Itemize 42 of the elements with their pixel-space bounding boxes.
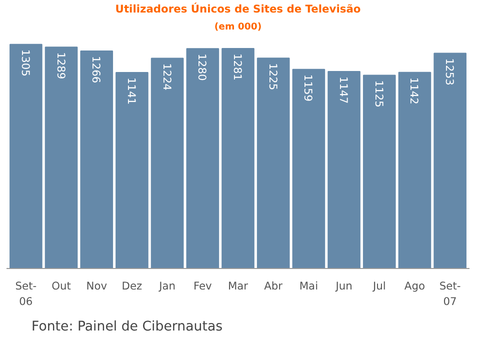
- x-tick-label: Set-07: [439, 280, 461, 308]
- x-tick-label: Dez: [122, 280, 143, 292]
- x-tick-label: Abr: [264, 280, 284, 292]
- x-tick-label: Ago: [404, 280, 426, 292]
- x-tick-label: Jan: [158, 280, 176, 292]
- x-tick-label: Out: [52, 280, 71, 292]
- data-label: 1281: [231, 53, 244, 81]
- data-label: 1224: [160, 63, 174, 91]
- bar: [398, 72, 432, 268]
- chart-subtitle: (em 000): [214, 22, 262, 32]
- bar: [256, 58, 290, 268]
- data-label: 1266: [90, 56, 103, 84]
- bar: [116, 72, 148, 268]
- x-tick-label: Set-06: [15, 280, 37, 308]
- data-label: 1305: [18, 49, 32, 76]
- bar: [150, 58, 184, 268]
- bar: [10, 44, 42, 268]
- data-label: 1141: [124, 78, 138, 105]
- data-label: 1280: [196, 54, 209, 81]
- data-label: 1159: [302, 74, 315, 102]
- chart-title: Utilizadores Únicos de Sites de Televisão: [115, 2, 361, 16]
- bar: [186, 48, 220, 268]
- bar: [80, 50, 114, 268]
- bar: [292, 68, 326, 268]
- bar: [44, 46, 78, 268]
- data-label: 1142: [408, 77, 421, 104]
- x-tick-label: Mai: [299, 280, 318, 292]
- bar: [222, 48, 254, 268]
- x-tick-label: Jun: [334, 280, 352, 292]
- data-label: 1253: [443, 58, 456, 86]
- data-label: 1225: [266, 63, 280, 90]
- data-label: 1125: [372, 80, 386, 108]
- x-tick-label: Fev: [193, 280, 212, 292]
- x-tick-label: Jul: [372, 280, 386, 292]
- x-tick-label: Nov: [86, 280, 108, 292]
- bar: [434, 52, 466, 268]
- data-label: 1289: [54, 52, 68, 80]
- bar: [362, 74, 396, 268]
- data-label: 1147: [337, 76, 350, 104]
- bar: [328, 70, 360, 268]
- x-tick-label: Mar: [228, 280, 249, 292]
- source-note: Fonte: Painel de Cibernautas: [32, 320, 223, 334]
